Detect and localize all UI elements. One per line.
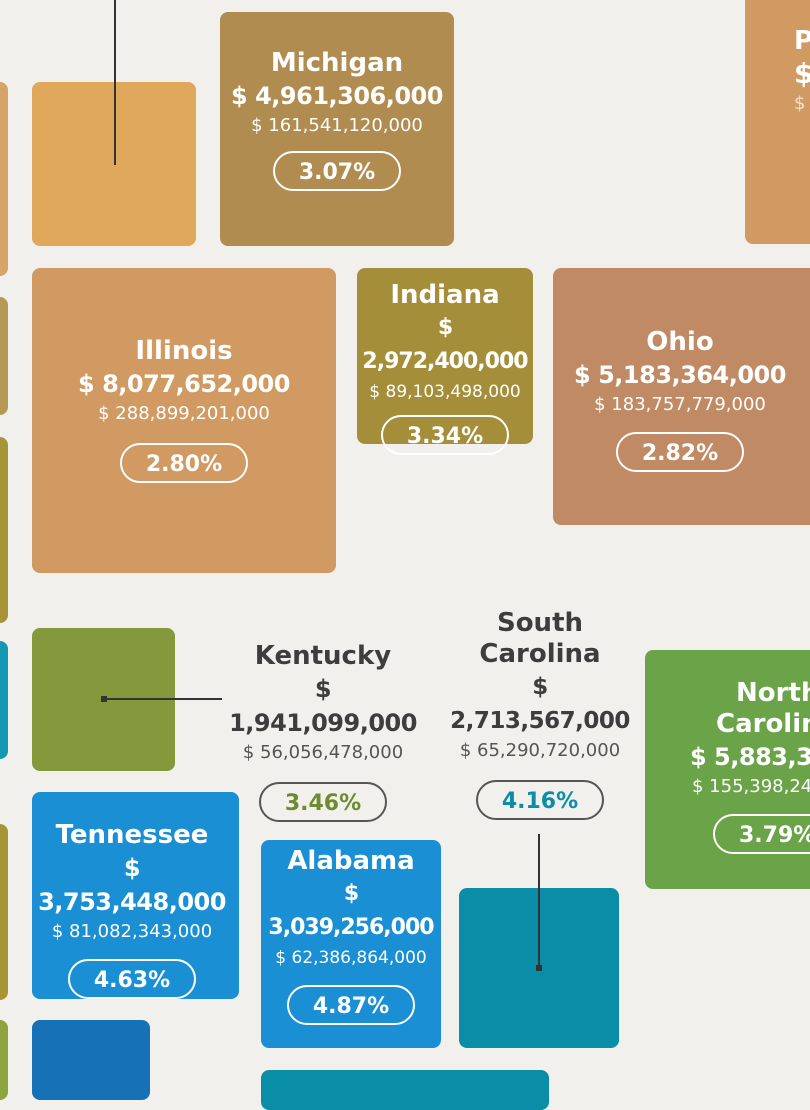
percent-badge: 2.82% (616, 432, 744, 472)
state-name: P (794, 26, 810, 56)
state-amount: $ 8,077,652,000 (78, 370, 290, 398)
state-total: $ 183,757,779,000 (594, 394, 766, 415)
state-total: $ 161,541,120,000 (251, 115, 423, 136)
edge-tile-left-5 (0, 824, 8, 1000)
percent-badge: 3.46% (259, 782, 387, 822)
state-total: $ (794, 93, 806, 114)
illinois-label: Illinois $ 8,077,652,000 $ 288,899,201,0… (32, 336, 336, 483)
edge-tile-left-1 (0, 82, 8, 276)
state-name: Kentucky (254, 641, 392, 671)
edge-tile-left-4 (0, 641, 8, 759)
north-carolina-label: North Carolina $ 5,883,323,000 $ 155,398… (686, 678, 810, 854)
state-amount: $ (794, 57, 810, 90)
percent-badge: 3.07% (273, 151, 401, 191)
state-name-line-1: South (496, 608, 584, 638)
percent-badge: 3.34% (381, 415, 509, 455)
percent-badge: 2.80% (120, 443, 248, 483)
partial-tile-top-right (745, 0, 810, 244)
kentucky-label: Kentucky $ 1,941,099,000 $ 56,056,478,00… (228, 641, 418, 822)
alabama-label: Alabama $ 3,039,256,000 $ 62,386,864,000… (261, 846, 441, 1025)
connector-dot (536, 965, 542, 971)
tennessee-tile (32, 792, 239, 999)
state-total: $ 62,386,864,000 (275, 948, 427, 968)
connector-line (114, 0, 116, 165)
edge-tile-left-2 (0, 297, 8, 415)
connector-dot (101, 696, 107, 702)
indiana-tile (357, 268, 533, 444)
tennessee-label: Tennessee $ 3,753,448,000 $ 81,082,343,0… (32, 820, 232, 999)
state-amount: $ 3,753,448,000 (38, 854, 226, 916)
state-name: Illinois (135, 336, 233, 366)
state-total: $ 56,056,478,000 (242, 742, 404, 763)
state-name: Indiana (390, 280, 500, 310)
bottom-teal-tile (261, 1070, 549, 1110)
michigan-tile (220, 12, 454, 246)
bottom-blue-tile (32, 1020, 150, 1100)
state-amount: $ 4,961,306,000 (231, 82, 443, 110)
state-amount: $ 2,972,400,000 (362, 315, 528, 374)
state-name-line-2: Carolina (479, 639, 601, 669)
state-total: $ 81,082,343,000 (51, 921, 213, 942)
south-carolina-label: South Carolina $ 2,713,567,000 $ 65,290,… (448, 608, 632, 820)
state-amount: $ 1,941,099,000 (229, 675, 417, 737)
state-name: Michigan (270, 48, 404, 78)
indiana-label: Indiana $ 2,972,400,000 $ 89,103,498,000… (357, 280, 533, 455)
state-name: Alabama (287, 846, 415, 876)
percent-badge: 4.63% (68, 959, 196, 999)
state-total: $ 155,398,240,000 (692, 776, 810, 797)
state-amount: $ 5,183,364,000 (574, 361, 786, 389)
state-name: Tennessee (55, 820, 209, 850)
michigan-label: Michigan $ 4,961,306,000 $ 161,541,120,0… (220, 48, 454, 191)
state-amount: $ 5,883,323,000 (690, 743, 810, 771)
state-total: $ 288,899,201,000 (98, 403, 270, 424)
percent-badge: 4.16% (476, 780, 604, 820)
ohio-tile (553, 268, 810, 525)
state-name-line-1: North (736, 678, 810, 708)
state-total: $ 65,290,720,000 (459, 740, 621, 761)
state-name: Ohio (646, 327, 714, 357)
state-name-line-2: Carolina (716, 709, 810, 739)
illinois-tile (32, 268, 336, 573)
edge-tile-left-3 (0, 437, 8, 623)
percent-badge: 3.79% (713, 814, 810, 854)
connector-line (104, 698, 222, 700)
edge-tile-left-6 (0, 1020, 8, 1100)
state-amount: $ 3,039,256,000 (268, 881, 434, 940)
partial-tile-label: P $ $ (794, 26, 810, 117)
state-total: $ 89,103,498,000 (369, 382, 521, 402)
connector-line (538, 834, 540, 968)
state-amount: $ 2,713,567,000 (450, 674, 630, 734)
ohio-label: Ohio $ 5,183,364,000 $ 183,757,779,000 2… (553, 327, 807, 472)
percent-badge: 4.87% (287, 985, 415, 1025)
